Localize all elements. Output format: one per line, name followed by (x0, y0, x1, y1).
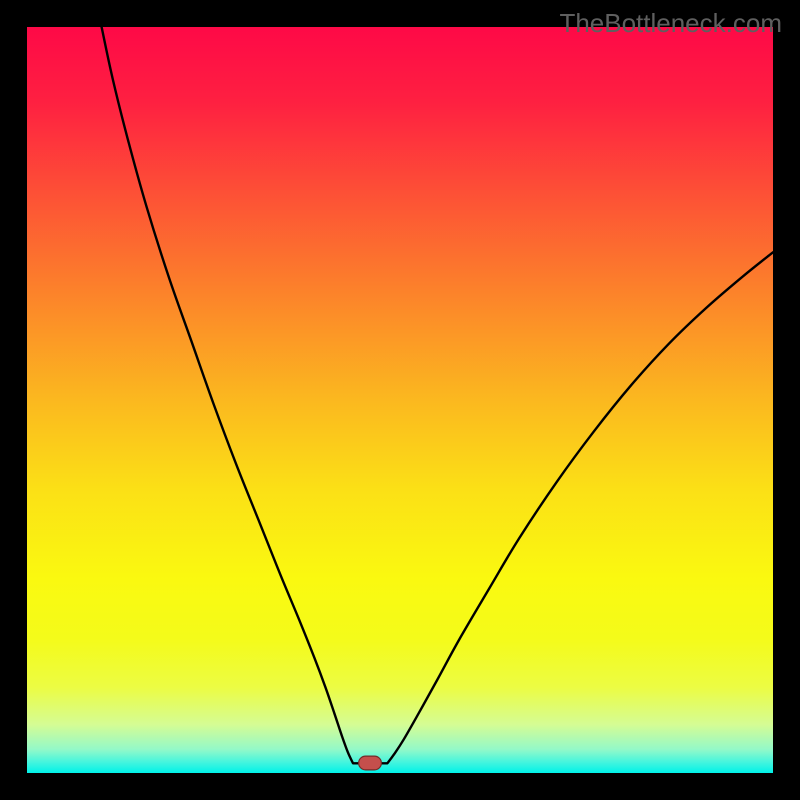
marker-shape (358, 756, 382, 771)
gradient-background (27, 27, 773, 773)
plot-area (27, 27, 773, 773)
watermark-text: TheBottleneck.com (559, 8, 782, 39)
optimum-marker (358, 756, 382, 771)
plot-svg (27, 27, 773, 773)
